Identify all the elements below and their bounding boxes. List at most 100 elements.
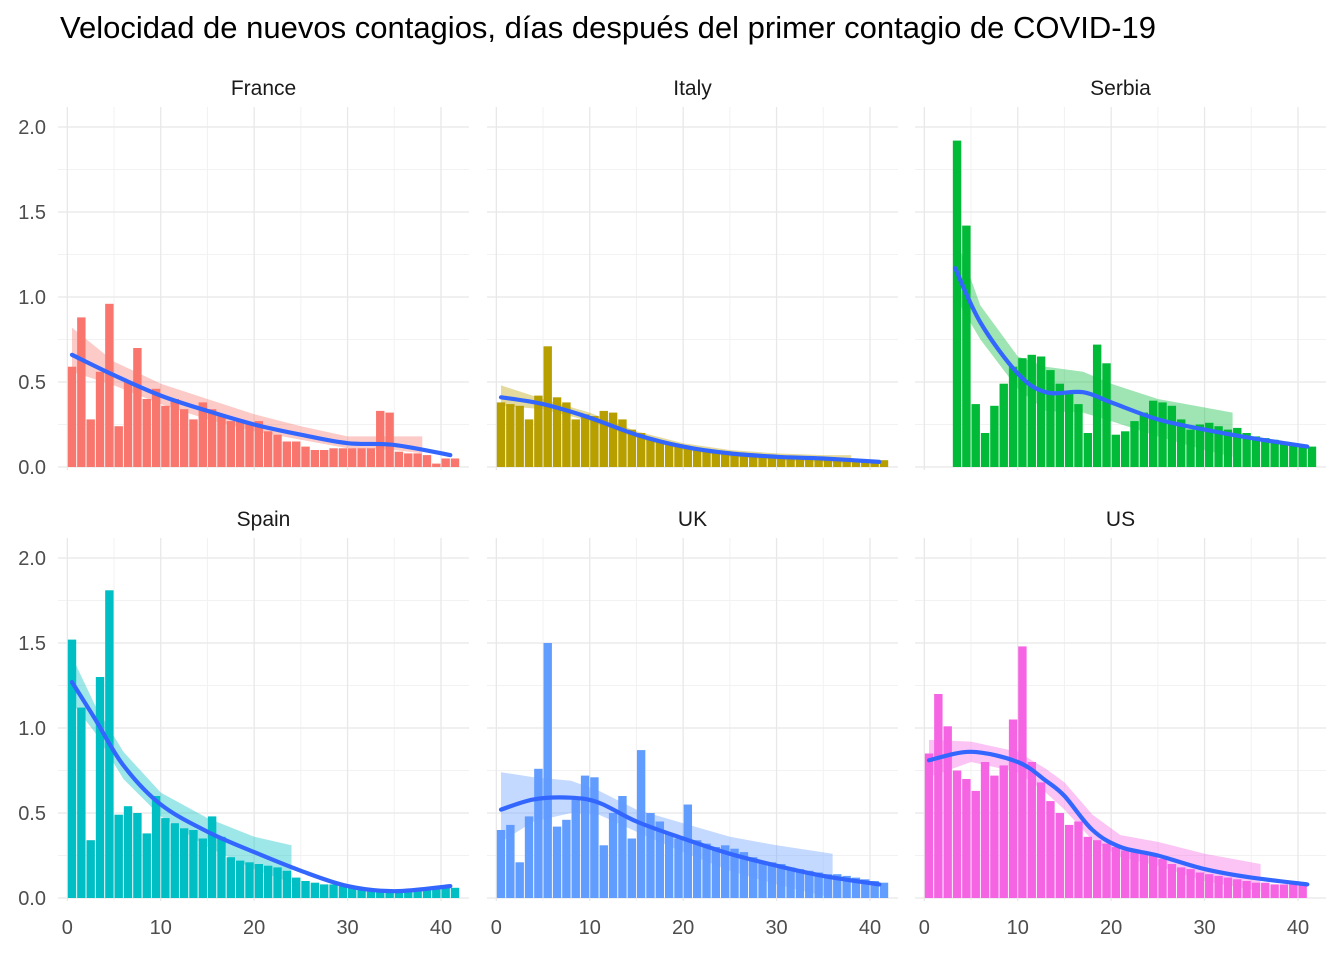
bar	[376, 889, 385, 898]
bar	[627, 838, 636, 898]
bar	[170, 823, 179, 898]
bar	[730, 453, 739, 467]
confidence-band	[72, 327, 423, 454]
bar	[301, 446, 310, 467]
y-tick-label: 1.0	[18, 718, 46, 740]
confidence-band	[929, 739, 1261, 892]
bar	[432, 886, 441, 898]
bar	[580, 414, 590, 467]
bar	[1074, 404, 1083, 467]
x-tick-label: 20	[672, 917, 694, 939]
bar	[861, 460, 870, 467]
bar	[1074, 821, 1083, 898]
bar	[730, 848, 739, 898]
bar	[366, 448, 376, 467]
bar	[655, 821, 665, 898]
y-tick-label: 1.5	[18, 633, 46, 655]
bar	[711, 847, 721, 898]
bar	[543, 643, 552, 898]
bar	[450, 887, 460, 898]
bar	[980, 433, 990, 467]
bar	[450, 458, 460, 467]
x-tick-label: 30	[765, 917, 787, 939]
bar	[385, 889, 394, 898]
bar	[151, 796, 161, 898]
bar	[1270, 439, 1279, 467]
bar	[870, 881, 879, 898]
bar	[608, 813, 618, 898]
bar	[273, 434, 282, 467]
panel-label: France	[231, 77, 296, 100]
bar	[1223, 429, 1233, 467]
bar	[552, 826, 562, 898]
bar	[795, 869, 805, 898]
bar	[114, 426, 123, 467]
bar	[590, 777, 599, 898]
bar	[496, 402, 506, 467]
bar	[1279, 884, 1289, 898]
chart-title: Velocidad de nuevos contagios, días desp…	[60, 10, 1157, 45]
bar	[1298, 444, 1307, 467]
bar	[1055, 383, 1064, 467]
bar	[777, 456, 786, 467]
bar	[1270, 884, 1279, 898]
panel-spain: Spain 0.0 0.5 1.0 1.5 2.0 0 10 20 30 40	[18, 508, 469, 939]
bar	[618, 419, 627, 467]
panel-serbia: Serbia	[915, 77, 1326, 470]
bar	[805, 870, 814, 898]
bar	[413, 889, 422, 898]
bar	[1055, 813, 1064, 898]
x-tick-label: 10	[1007, 917, 1029, 939]
bar	[1008, 719, 1018, 898]
bar	[348, 448, 357, 467]
bar	[1307, 446, 1317, 467]
bar	[552, 397, 562, 467]
bar	[739, 852, 749, 898]
bar	[254, 421, 264, 467]
confidence-band	[501, 385, 852, 464]
bar	[320, 884, 329, 898]
bar	[1092, 344, 1102, 467]
smooth-line	[498, 795, 882, 887]
bar	[1289, 443, 1298, 467]
bar	[338, 886, 348, 898]
bar	[1177, 419, 1186, 467]
bar	[842, 460, 851, 467]
bar	[1233, 427, 1242, 467]
bar	[990, 405, 999, 467]
bar	[1120, 850, 1130, 898]
bar	[1214, 426, 1223, 467]
bar	[95, 371, 105, 467]
bar	[805, 458, 814, 467]
bar	[142, 833, 151, 898]
bar	[1102, 363, 1111, 467]
bar	[664, 443, 674, 467]
bar	[1139, 412, 1149, 467]
bar	[861, 879, 870, 898]
panel-label: UK	[678, 508, 707, 531]
bar	[142, 399, 151, 467]
bar	[441, 887, 450, 898]
bar	[851, 460, 861, 467]
bar	[934, 694, 943, 898]
bar	[226, 857, 236, 898]
bar	[441, 458, 450, 467]
bar	[618, 796, 627, 898]
bar	[711, 451, 721, 467]
bar	[1177, 867, 1186, 898]
bar	[1008, 366, 1018, 467]
bar	[1298, 884, 1307, 898]
bar	[217, 836, 226, 898]
bar	[943, 726, 952, 898]
bar	[1223, 877, 1233, 898]
bar	[980, 762, 990, 898]
x-tick-label: 20	[243, 917, 265, 939]
bar	[1083, 433, 1093, 467]
x-tick-label: 30	[1193, 917, 1215, 939]
x-tick-label: 0	[491, 917, 502, 939]
bar	[404, 889, 413, 898]
bar	[1214, 875, 1223, 898]
bar	[1205, 874, 1214, 898]
bar	[720, 845, 730, 898]
bar	[1148, 855, 1158, 898]
